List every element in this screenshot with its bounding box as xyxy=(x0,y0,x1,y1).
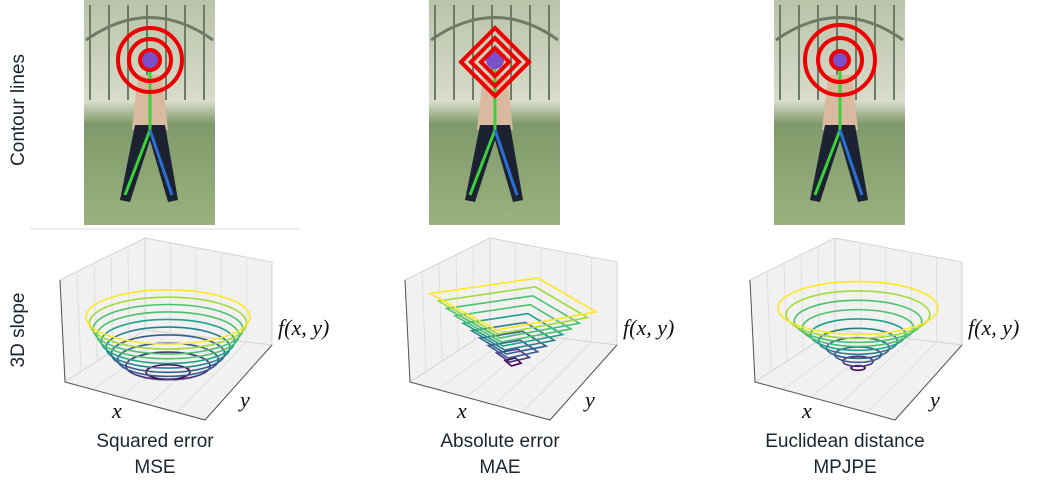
caption-abbr: MPJPE xyxy=(813,457,876,478)
axis-label: f(x, y) xyxy=(623,315,674,340)
panel: x y f(x, y) Absolute error MAE xyxy=(405,0,674,478)
caption-abbr: MSE xyxy=(134,457,175,478)
panel: x y f(x, y) Squared error MSE xyxy=(60,0,329,478)
axis-label: y xyxy=(238,387,250,412)
caption: Squared error xyxy=(96,431,214,452)
row-label: 3D slope xyxy=(8,293,29,368)
axis-label: f(x, y) xyxy=(278,315,329,340)
axis-label: x xyxy=(111,398,122,423)
caption: Absolute error xyxy=(440,431,560,452)
axis-label: y xyxy=(928,387,940,412)
pane xyxy=(145,238,272,345)
row-label: Contour lines xyxy=(8,54,29,166)
figure: Contour lines 3D slope x y f(x, y) Squared … xyxy=(0,0,1038,481)
panel: x y f(x, y) Euclidean distance MPJPE xyxy=(750,0,1019,478)
caption: Euclidean distance xyxy=(765,431,925,452)
caption-abbr: MAE xyxy=(479,457,520,478)
axis-label: y xyxy=(583,387,595,412)
axis-label: x xyxy=(456,398,467,423)
axis-label: x xyxy=(801,398,812,423)
axis-label: f(x, y) xyxy=(968,315,1019,340)
